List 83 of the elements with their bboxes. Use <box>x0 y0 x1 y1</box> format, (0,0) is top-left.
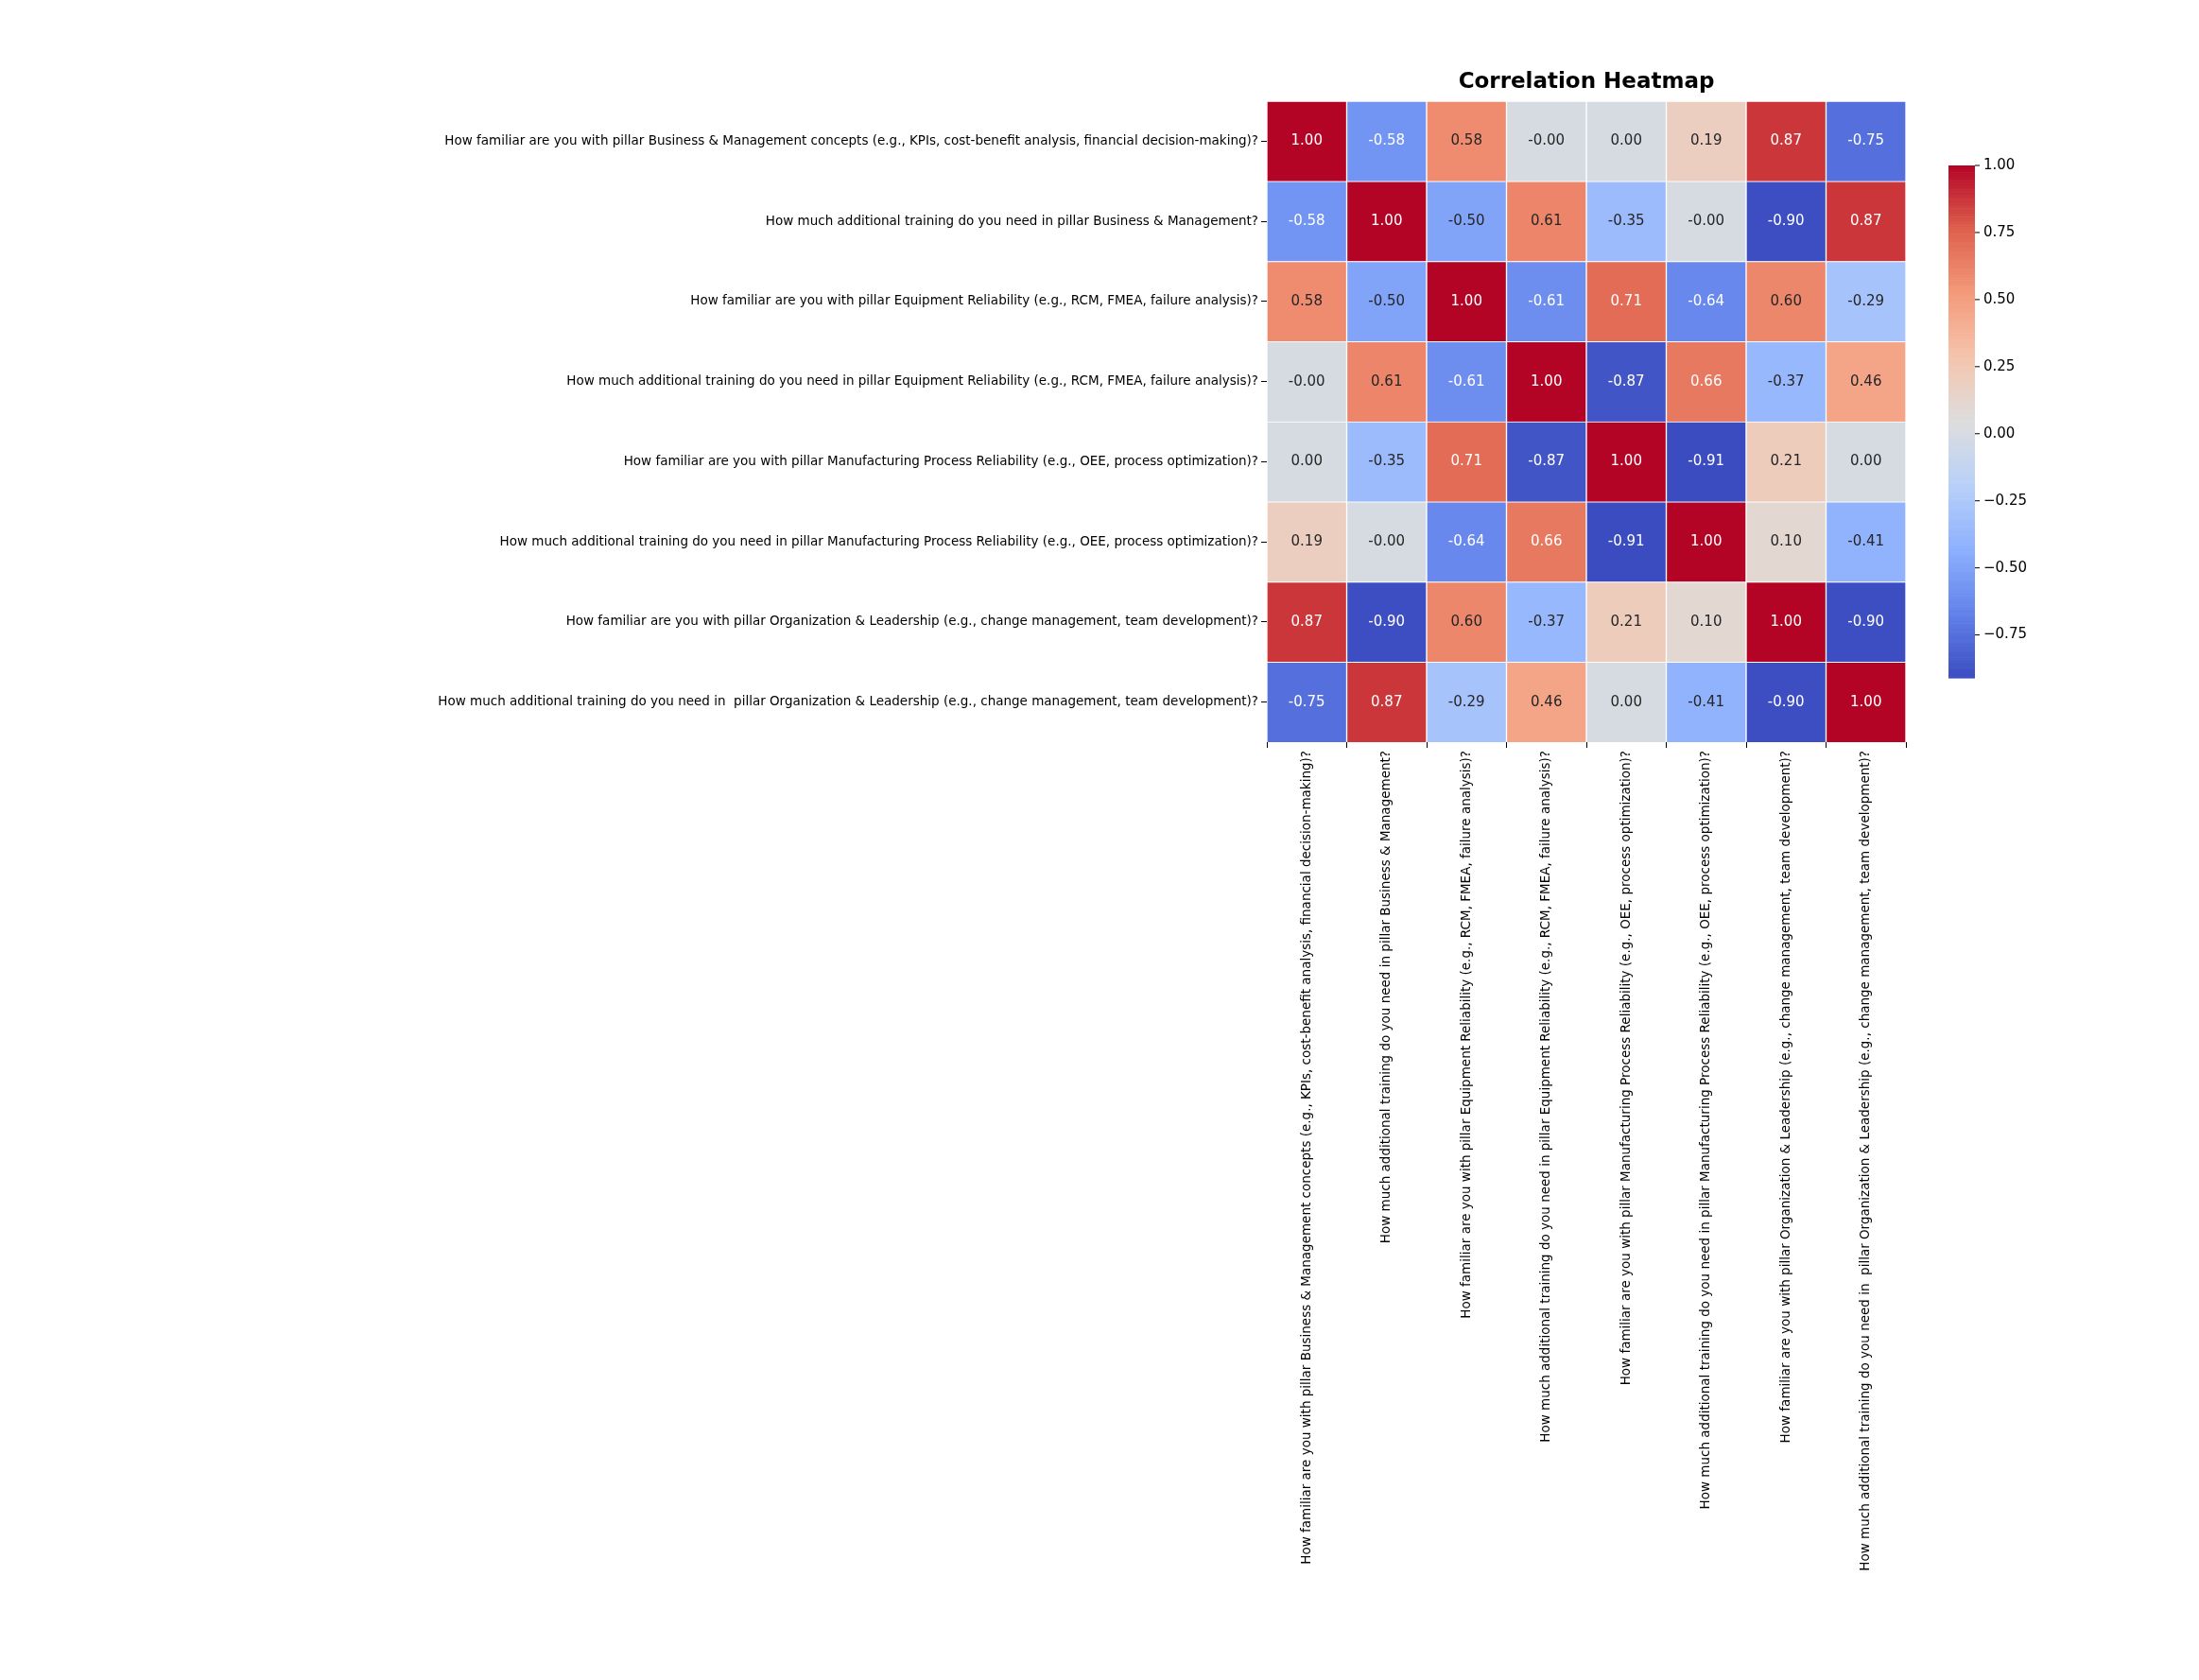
data-label: 0.87 <box>1290 612 1323 630</box>
data-label: 0.87 <box>1371 692 1403 710</box>
data-label: -0.75 <box>1847 131 1885 149</box>
color-bar-label: 0.25 <box>1983 356 2016 374</box>
y-tick-label: How familiar are you with pillar Organization & Leadership (e.g., change management, team development)? <box>565 613 1258 629</box>
data-label: -0.50 <box>1368 291 1406 309</box>
chart-title: Correlation Heatmap <box>1458 68 1715 94</box>
data-label: -0.00 <box>1528 131 1566 149</box>
data-label: -0.64 <box>1447 532 1485 550</box>
data-label: 0.19 <box>1290 532 1323 550</box>
color-bar-label: 0.75 <box>1983 222 2016 240</box>
data-label: -0.87 <box>1607 372 1645 390</box>
data-label: -0.35 <box>1607 212 1645 230</box>
data-label: -0.90 <box>1847 612 1885 630</box>
data-label: 1.00 <box>1850 692 1882 710</box>
data-label: 0.60 <box>1770 291 1802 309</box>
data-label: 1.00 <box>1531 372 1563 390</box>
data-label: -0.29 <box>1847 291 1885 309</box>
data-label: 1.00 <box>1770 612 1802 630</box>
data-label: -0.35 <box>1368 452 1406 470</box>
data-label: -0.75 <box>1288 692 1325 710</box>
x-tick-label: How familiar are you with pillar Organization & Leadership (e.g., change management, team development)? <box>1776 751 1792 1444</box>
data-label: 0.87 <box>1770 131 1802 149</box>
data-label: -0.87 <box>1528 452 1566 470</box>
data-label: 0.71 <box>1610 291 1642 309</box>
y-tick-label: How familiar are you with pillar Business & Management concepts (e.g., KPIs, cost-benefit analysis, financial decision-making)? <box>444 131 1258 147</box>
data-label: 0.19 <box>1690 131 1723 149</box>
data-label: -0.41 <box>1847 532 1885 550</box>
data-label: -0.91 <box>1688 452 1725 470</box>
data-label: 0.66 <box>1531 532 1563 550</box>
data-label: 0.10 <box>1770 532 1802 550</box>
data-label: 0.60 <box>1450 612 1482 630</box>
data-label: 1.00 <box>1290 131 1323 149</box>
data-label: -0.61 <box>1447 372 1485 390</box>
data-label: 0.71 <box>1450 452 1482 470</box>
data-label: 1.00 <box>1450 291 1482 309</box>
data-label: -0.37 <box>1528 612 1566 630</box>
y-tick-label: How familiar are you with pillar Manufacturing Process Reliability (e.g., OEE, process optimization)? <box>623 452 1258 468</box>
data-label: 0.87 <box>1850 212 1882 230</box>
data-label: 0.58 <box>1450 131 1482 149</box>
data-label: 0.21 <box>1610 612 1642 630</box>
data-label: 0.61 <box>1531 212 1563 230</box>
data-label: 1.00 <box>1610 452 1642 470</box>
y-tick-label: How much additional training do you need in pillar Business & Management? <box>765 212 1258 228</box>
data-label: -0.90 <box>1767 692 1805 710</box>
data-label: -0.37 <box>1767 372 1805 390</box>
data-label: -0.64 <box>1688 291 1725 309</box>
data-label: 0.46 <box>1531 692 1563 710</box>
data-label: -0.58 <box>1288 212 1325 230</box>
data-label: 0.21 <box>1770 452 1802 470</box>
color-bar-label: 1.00 <box>1983 155 2016 173</box>
y-tick-label: How much additional training do you need in pillar Equipment Reliability (e.g., RCM, FMEA, failure analysis)? <box>566 372 1258 389</box>
data-label: -0.00 <box>1368 532 1406 550</box>
data-label: 0.10 <box>1690 612 1723 630</box>
data-label: 0.00 <box>1850 452 1882 470</box>
data-label: -0.91 <box>1607 532 1645 550</box>
data-label: 0.61 <box>1371 372 1403 390</box>
x-tick-label: How much additional training do you need in pillar Organization & Leadership (e.g., change management, team development)? <box>1857 751 1873 1571</box>
y-tick-label: How much additional training do you need in pillar Organization & Leadership (e.g., change management, team development)? <box>438 693 1258 709</box>
data-label: 1.00 <box>1690 532 1723 550</box>
data-label: -0.90 <box>1767 212 1805 230</box>
data-label: 0.00 <box>1610 692 1642 710</box>
data-label: -0.41 <box>1688 692 1725 710</box>
data-label: -0.61 <box>1528 291 1566 309</box>
data-label: -0.00 <box>1288 372 1325 390</box>
data-label: 0.46 <box>1850 372 1882 390</box>
color-bar-label: −0.25 <box>1983 491 2027 509</box>
y-tick-label: How much additional training do you need in pillar Manufacturing Process Reliability (e.g., OEE, process optimization)? <box>499 532 1258 548</box>
data-label: -0.90 <box>1368 612 1406 630</box>
color-bar-label: 0.50 <box>1983 289 2016 307</box>
data-label: -0.58 <box>1368 131 1406 149</box>
data-label: -0.29 <box>1447 692 1485 710</box>
data-label: 0.00 <box>1610 131 1642 149</box>
data-label: 0.66 <box>1690 372 1723 390</box>
data-label: -0.50 <box>1447 212 1485 230</box>
color-bar-label: 0.00 <box>1983 424 2016 442</box>
y-tick-label: How familiar are you with pillar Equipment Reliability (e.g., RCM, FMEA, failure analysis)? <box>690 292 1258 308</box>
color-bar-label: −0.75 <box>1983 625 2027 643</box>
data-label: 0.58 <box>1290 291 1323 309</box>
data-label: 0.00 <box>1290 452 1323 470</box>
color-bar-label: −0.50 <box>1983 558 2027 576</box>
data-label: -0.00 <box>1688 212 1725 230</box>
data-label: 1.00 <box>1371 212 1403 230</box>
